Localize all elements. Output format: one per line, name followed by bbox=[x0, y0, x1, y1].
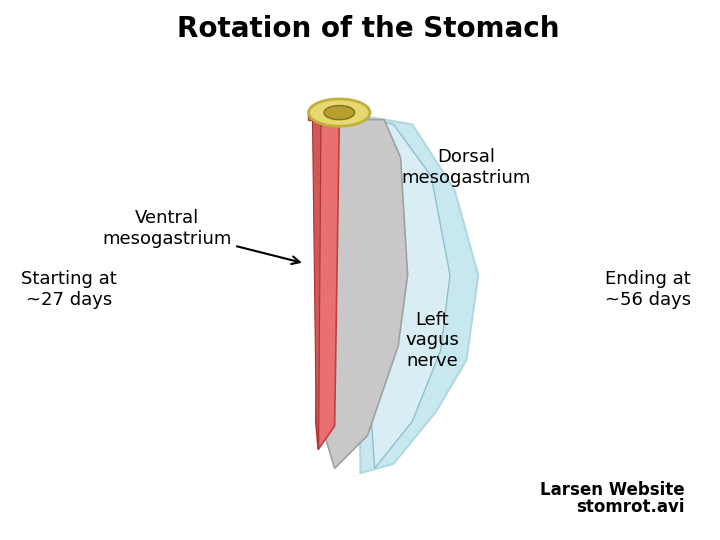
Text: Ventral
mesogastrium: Ventral mesogastrium bbox=[102, 209, 300, 264]
Ellipse shape bbox=[309, 99, 370, 126]
Polygon shape bbox=[307, 110, 318, 120]
Text: Larsen Website: Larsen Website bbox=[540, 481, 685, 499]
Polygon shape bbox=[312, 120, 321, 450]
Title: Rotation of the Stomach: Rotation of the Stomach bbox=[177, 15, 560, 43]
Text: Left
vagus
nerve: Left vagus nerve bbox=[377, 310, 459, 370]
Polygon shape bbox=[356, 115, 478, 473]
Text: Starting at
~27 days: Starting at ~27 days bbox=[22, 270, 117, 309]
Polygon shape bbox=[316, 120, 339, 450]
Polygon shape bbox=[351, 115, 450, 468]
Ellipse shape bbox=[324, 105, 355, 120]
Text: Dorsal
mesogastrium: Dorsal mesogastrium bbox=[384, 148, 531, 187]
Text: Ending at
~56 days: Ending at ~56 days bbox=[605, 270, 691, 309]
Polygon shape bbox=[320, 120, 408, 468]
Text: stomrot.avi: stomrot.avi bbox=[576, 497, 685, 516]
